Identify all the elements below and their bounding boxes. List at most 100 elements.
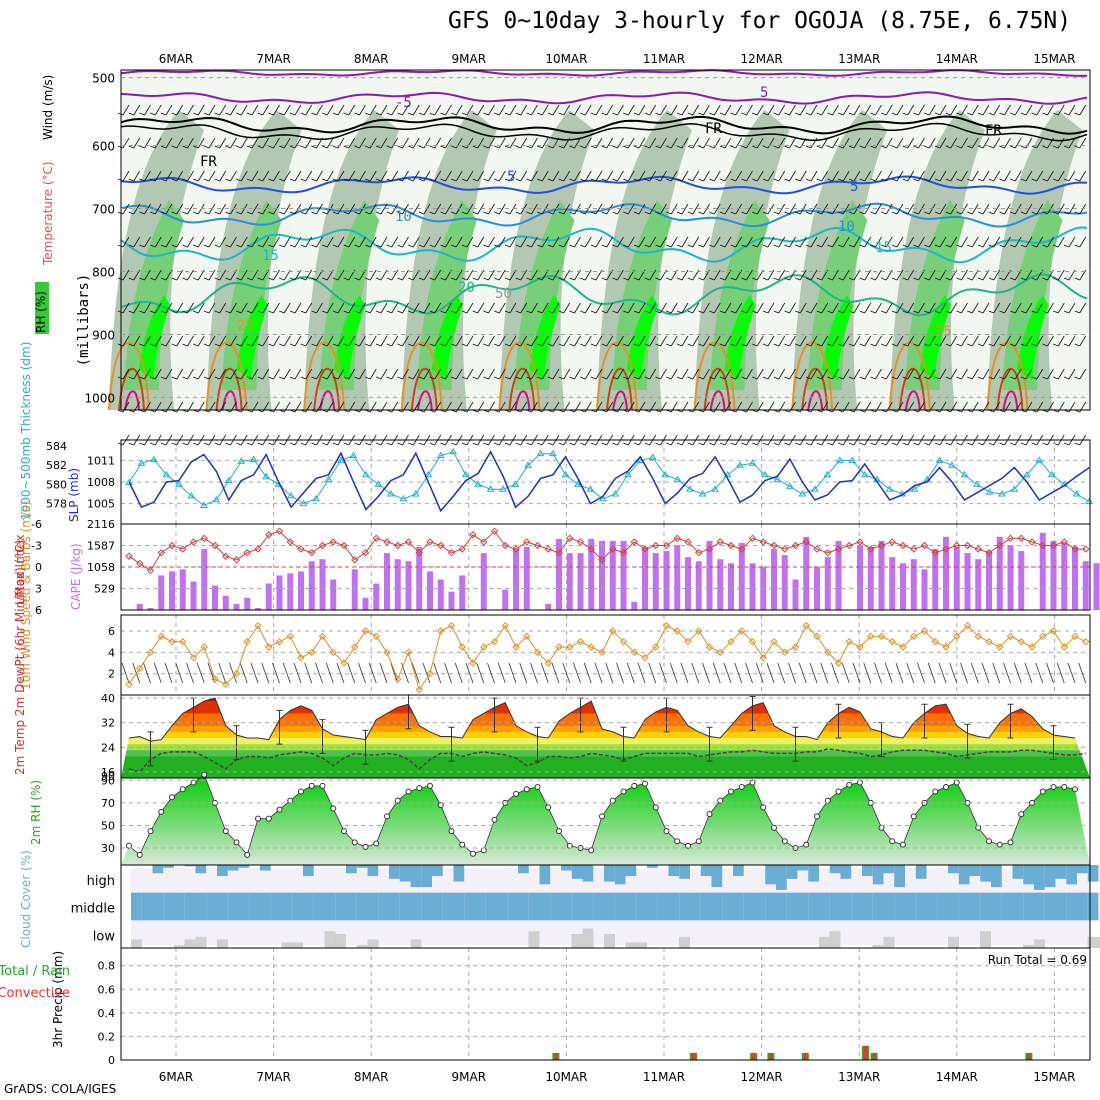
cloud-axis-label: Cloud Cover (%) bbox=[19, 850, 33, 948]
wind-barb bbox=[354, 104, 366, 116]
wind-barb bbox=[551, 662, 560, 684]
wind-barb bbox=[967, 236, 979, 248]
wind-barb bbox=[644, 269, 657, 281]
wind-barb bbox=[332, 269, 345, 281]
wind-barb bbox=[648, 662, 657, 684]
lifted-index-marker bbox=[318, 541, 327, 550]
wind-barb bbox=[315, 662, 323, 684]
wind-barb bbox=[300, 269, 313, 281]
wind-barb bbox=[924, 104, 936, 116]
wind-barb bbox=[927, 662, 936, 684]
cape-bar bbox=[384, 553, 390, 610]
wind-barb bbox=[881, 368, 893, 380]
wind-barb bbox=[934, 137, 947, 149]
wind-barb bbox=[515, 170, 528, 182]
cloud-bar-middle bbox=[335, 892, 346, 921]
rh-marker bbox=[556, 828, 562, 835]
wind-barb bbox=[709, 203, 721, 215]
wind-barb bbox=[311, 104, 323, 116]
wind-barb bbox=[601, 335, 614, 347]
thickness-marker bbox=[835, 456, 844, 463]
wind-barb bbox=[891, 170, 904, 182]
low-cloud-bar bbox=[324, 931, 336, 948]
wind-barb bbox=[709, 104, 721, 116]
lifted-index-marker bbox=[157, 548, 165, 557]
wind-barb bbox=[164, 662, 173, 684]
wind-barb bbox=[816, 170, 829, 182]
cloud-bar-middle bbox=[303, 892, 314, 921]
wind-barb bbox=[949, 662, 958, 684]
cloud-bar-middle bbox=[819, 892, 830, 921]
wind-barb bbox=[666, 104, 678, 116]
wind-barb bbox=[1003, 662, 1011, 684]
wind-barb bbox=[429, 302, 442, 314]
wind-barb bbox=[504, 137, 517, 149]
cape-tick-label: 1587 bbox=[87, 540, 115, 553]
wind-barb bbox=[408, 335, 420, 347]
lifted-index-marker bbox=[286, 538, 294, 546]
wind-barb bbox=[1053, 368, 1065, 380]
rh-tick-label: 90 bbox=[101, 774, 115, 787]
wind-barb bbox=[444, 662, 452, 684]
slp-axis-label: SLP (mb) bbox=[67, 468, 81, 522]
precip-tick-label: 0.6 bbox=[98, 983, 116, 996]
wind-barb bbox=[859, 236, 872, 248]
wind-barb bbox=[741, 269, 753, 281]
wind-barb bbox=[236, 335, 248, 347]
rh-marker bbox=[298, 788, 304, 795]
thickness-marker bbox=[224, 476, 233, 484]
wind-barb bbox=[160, 137, 173, 149]
thickness-marker bbox=[486, 485, 495, 492]
low-cloud-bar bbox=[367, 939, 379, 948]
cloud-bar-middle bbox=[389, 892, 400, 921]
thickness-marker bbox=[549, 449, 557, 457]
wind-barb bbox=[913, 236, 925, 248]
lifted-index-marker bbox=[501, 541, 509, 550]
minmax-whisker bbox=[792, 726, 799, 762]
rh-marker bbox=[943, 784, 949, 791]
thickness-marker bbox=[723, 470, 732, 478]
wind-speed-marker bbox=[200, 643, 208, 651]
wind-barb bbox=[719, 203, 732, 215]
cloud-bar-high bbox=[184, 865, 196, 867]
wind-barb bbox=[967, 170, 979, 182]
wind-barb bbox=[960, 662, 968, 684]
wind-barb bbox=[1063, 302, 1076, 314]
wind-barb bbox=[229, 662, 237, 684]
wind-speed-marker bbox=[222, 680, 230, 689]
cloud-bar-middle bbox=[980, 892, 991, 921]
lifted-index-marker bbox=[1028, 538, 1036, 546]
wind-barb bbox=[408, 368, 420, 380]
cloud-bar-middle bbox=[281, 892, 293, 921]
wind-barb bbox=[913, 302, 925, 314]
wind-barb bbox=[1074, 236, 1087, 248]
cape-bar bbox=[781, 555, 788, 610]
wind-barb bbox=[171, 269, 184, 281]
wind-barb bbox=[526, 137, 538, 149]
wind-barb bbox=[300, 170, 313, 182]
cape-bar bbox=[620, 540, 627, 610]
temp-band bbox=[121, 698, 1090, 705]
wind-barb bbox=[300, 368, 313, 380]
wind-barb bbox=[214, 104, 227, 116]
rh-shade-region bbox=[529, 295, 561, 380]
x-tick-label-top: 12MAR bbox=[741, 52, 783, 66]
wind-barb bbox=[623, 335, 635, 347]
wind-barb bbox=[1020, 269, 1033, 281]
wind-barb bbox=[225, 335, 237, 347]
wind-barb bbox=[712, 662, 721, 684]
cloud-bar-high bbox=[539, 865, 551, 885]
cloud-bar-high bbox=[958, 865, 970, 885]
wind-speed-marker bbox=[781, 648, 789, 657]
lifted-index-marker bbox=[383, 538, 391, 546]
cloud-bar-high bbox=[303, 865, 314, 877]
wind-barb bbox=[573, 662, 581, 684]
rh-marker bbox=[1007, 839, 1014, 846]
wind-barb bbox=[1020, 170, 1033, 182]
precip-conv-bar bbox=[692, 1052, 695, 1060]
cloud-bar-high bbox=[1077, 865, 1088, 874]
wind-barb bbox=[730, 368, 743, 380]
cloud-bar-middle bbox=[184, 892, 196, 921]
thickness-marker bbox=[461, 470, 470, 478]
wind-barb bbox=[956, 368, 968, 380]
